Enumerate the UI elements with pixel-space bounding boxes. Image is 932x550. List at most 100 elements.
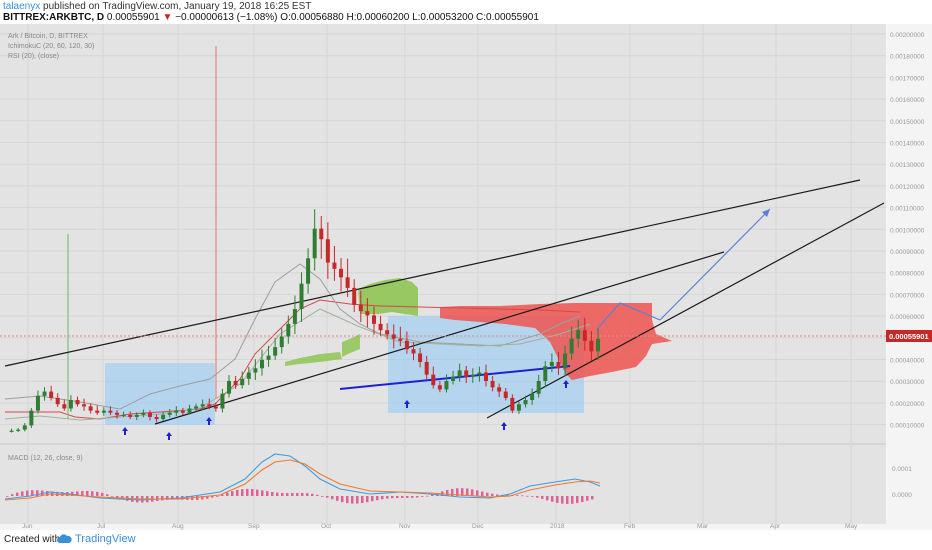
candle-body	[385, 330, 390, 335]
macd-hist-bar	[21, 491, 24, 496]
time-axis-strip	[0, 524, 886, 530]
candle-body	[332, 262, 337, 269]
macd-hist-bar	[346, 496, 349, 504]
candle-body	[444, 380, 449, 390]
macd-hist-bar	[161, 496, 164, 501]
candle-body	[457, 370, 462, 377]
macd-hist-bar	[576, 496, 579, 504]
macd-hist-bar	[291, 493, 294, 496]
macd-hist-bar	[271, 492, 274, 496]
macd-hist-bar	[456, 488, 459, 496]
macd-hist-bar	[531, 496, 534, 497]
macd-hist-bar	[106, 494, 109, 496]
candle-body	[233, 380, 238, 386]
symbol-line: BITTREX:ARKBTC, D 0.00055901 ▼ −0.000006…	[3, 12, 539, 23]
candle-body	[411, 349, 416, 354]
macd-hist-bar	[306, 493, 309, 496]
chikou-line	[4, 308, 591, 421]
macd-hist-bar	[76, 491, 79, 496]
price-tick-label: 0.00150000	[890, 119, 925, 126]
macd-hist-bar	[476, 490, 479, 496]
macd-hist-bar	[546, 496, 549, 501]
candle-body	[29, 410, 34, 426]
macd-line	[4, 453, 601, 501]
legend-ichimoku: IchimokuC (20, 60, 120, 30)	[8, 43, 94, 50]
macd-hist-bar	[351, 496, 354, 504]
macd-hist-bar	[251, 489, 254, 496]
candle-body	[187, 408, 192, 413]
cloud-red	[440, 303, 672, 380]
candle-body	[431, 374, 436, 386]
price-tick-label: 0.00180000	[890, 54, 925, 61]
candle-body	[134, 414, 139, 417]
symbol-label: BITTREX:ARKBTC, D	[3, 12, 105, 23]
price-tick-label: 0.00060000	[890, 314, 925, 321]
time-tick-label: 2018	[550, 523, 565, 530]
price-tick-label: 0.00010000	[890, 423, 925, 430]
macd-hist-bar	[301, 492, 304, 496]
macd-hist-bar	[556, 496, 559, 503]
chart-area[interactable]: Ark / Bitcoin, D, BITTREX IchimokuC (20,…	[0, 24, 932, 530]
up-arrow-icon	[206, 417, 212, 425]
macd-hist-bar	[391, 496, 394, 499]
candle-body	[108, 410, 113, 413]
candle-body	[154, 416, 159, 420]
macd-hist-bar	[381, 496, 384, 500]
chart-svg[interactable]: Ark / Bitcoin, D, BITTREX IchimokuC (20,…	[0, 24, 932, 530]
macd-hist-bar	[371, 496, 374, 502]
macd-hist-bar	[331, 496, 334, 500]
macd-label: MACD (12, 26, close, 9)	[8, 455, 83, 462]
macd-hist-bar	[211, 496, 214, 498]
candle-body	[240, 378, 245, 386]
time-tick-label: Aug	[172, 523, 184, 530]
candle-body	[503, 391, 508, 398]
price-tick-label: 0.00140000	[890, 141, 925, 148]
trendline-upper	[4, 179, 861, 367]
macd-hist-bar	[36, 490, 39, 496]
price-tick-label: 0.00110000	[890, 206, 924, 213]
macd-hist-bar	[246, 488, 249, 496]
candle-body	[576, 330, 581, 339]
macd-hist-bar	[591, 496, 594, 500]
macd-hist-bar	[551, 496, 554, 502]
macd-hist-bar	[196, 496, 199, 500]
candle-body	[220, 393, 225, 409]
macd-pane	[0, 444, 886, 524]
macd-hist-bar	[286, 493, 289, 496]
projection-path	[596, 302, 661, 330]
macd-hist-bar	[31, 490, 34, 496]
up-arrow-icon	[404, 400, 410, 408]
author-link[interactable]: talaenyx	[3, 1, 41, 12]
up-arrow-icon	[166, 432, 172, 440]
macd-tick-label: 0.0001	[892, 466, 912, 473]
legend-rsi: RSI (20), (close)	[8, 53, 59, 60]
candle-body	[128, 414, 133, 417]
price-tick-label: 0.00130000	[890, 162, 925, 169]
time-tick-label: Dec	[472, 523, 484, 530]
macd-hist-bar	[421, 496, 424, 497]
macd-hist-bar	[81, 491, 84, 496]
candle-body	[273, 347, 278, 356]
change-value: −0.00000613 (−1.08%)	[175, 12, 278, 23]
candle-body	[391, 334, 396, 339]
candle-body	[9, 430, 14, 432]
publish-info: published on TradingView.com, January 19…	[43, 1, 312, 12]
tradingview-logo[interactable]: TradingView	[56, 533, 136, 545]
macd-hist-bar	[166, 496, 169, 500]
macd-hist-bar	[221, 494, 224, 496]
macd-hist-bar	[241, 489, 244, 496]
macd-hist-bar	[201, 496, 204, 500]
macd-hist-bar	[256, 489, 259, 496]
candle-body	[82, 404, 87, 407]
change-arrow-icon: ▼	[162, 12, 173, 23]
macd-hist-bar	[26, 490, 29, 496]
price-value: 0.00055901	[106, 12, 160, 23]
macd-hist-bar	[321, 496, 324, 497]
macd-hist-bar	[401, 496, 404, 498]
low-value: L:0.00053200	[412, 12, 474, 23]
open-value: O:0.00056880	[280, 12, 344, 23]
time-tick-label: Oct	[321, 523, 331, 530]
projection-arrow-line	[659, 208, 771, 321]
macd-hist-bar	[336, 496, 339, 501]
candle-body	[194, 406, 199, 409]
